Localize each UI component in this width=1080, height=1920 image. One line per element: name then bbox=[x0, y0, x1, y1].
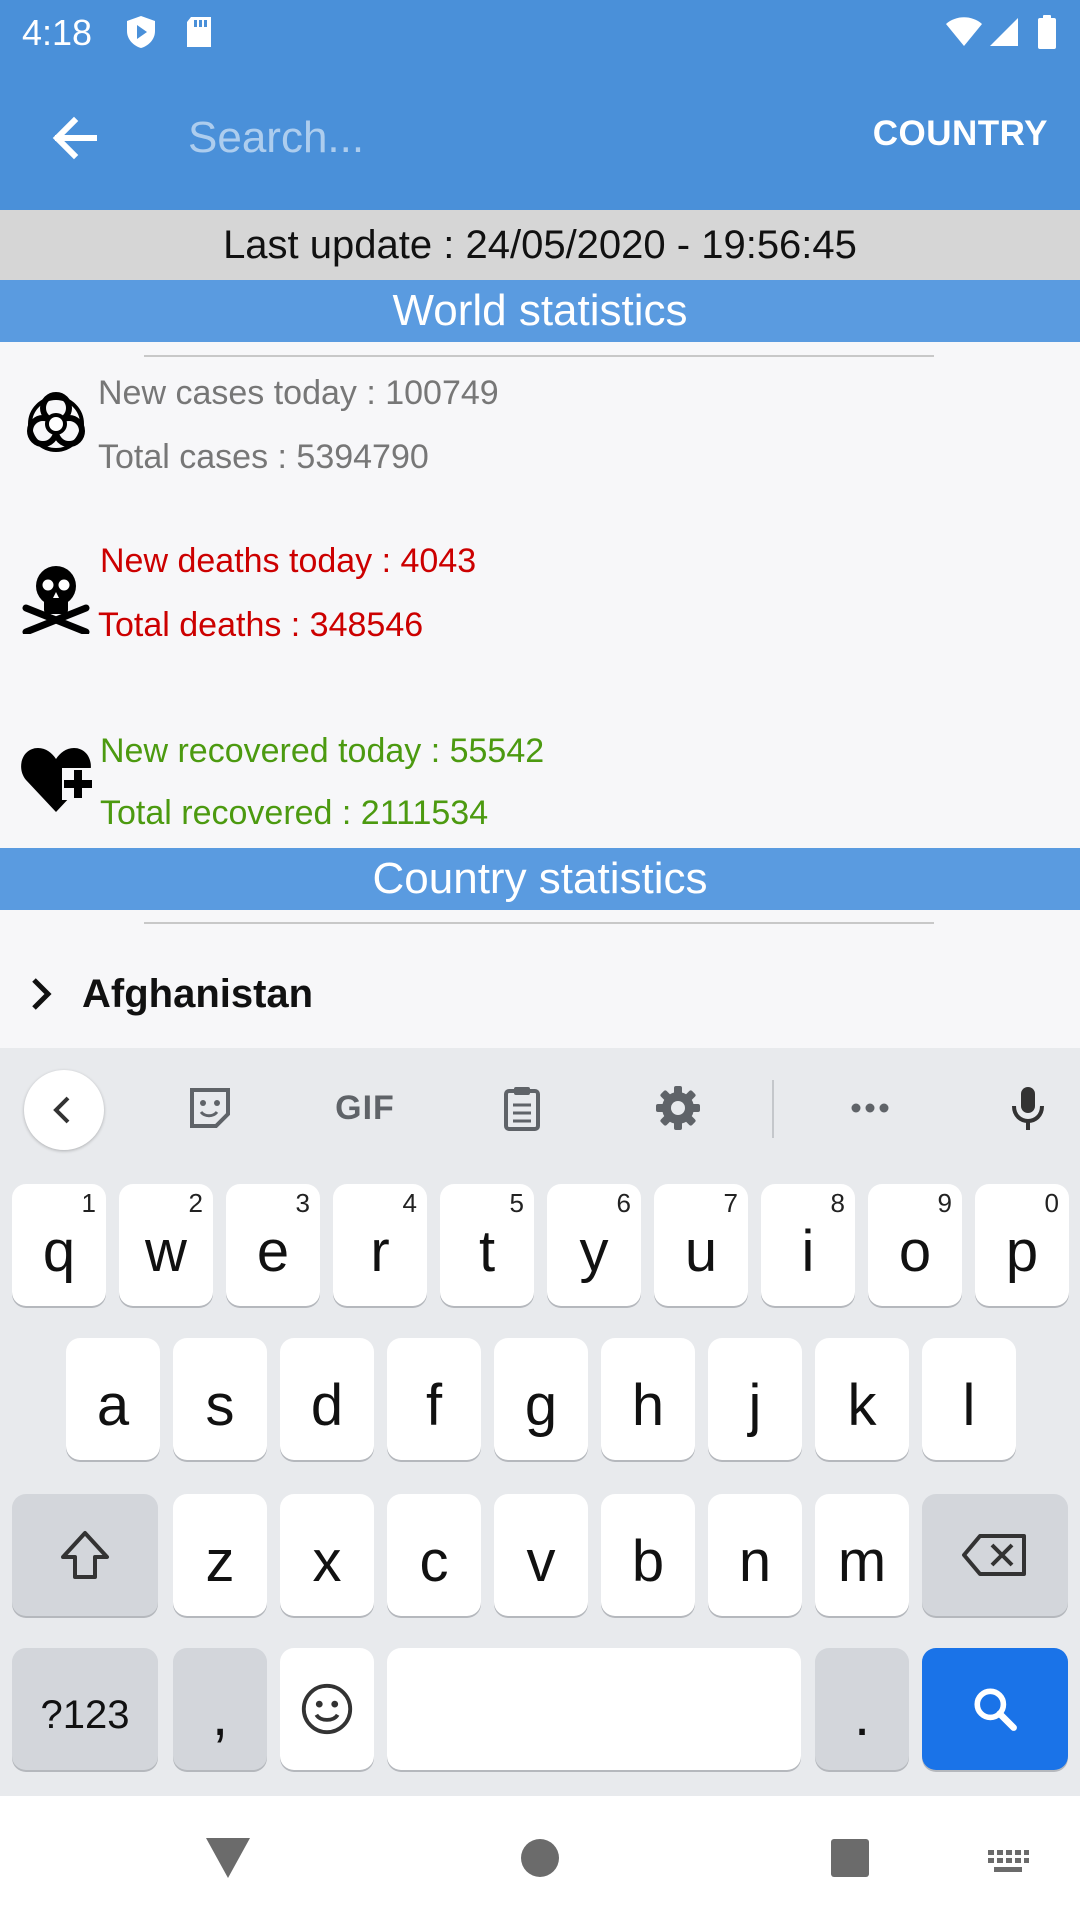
chevron-right-icon bbox=[32, 978, 52, 1010]
heart-plus-icon bbox=[21, 748, 94, 812]
nav-recents-icon[interactable] bbox=[830, 1838, 870, 1878]
key-j[interactable]: j bbox=[708, 1338, 802, 1460]
status-bar: 4:18 bbox=[0, 0, 1080, 66]
country-name: Afghanistan bbox=[82, 972, 314, 1016]
last-update-label: Last update : 24/05/2020 - 19:56:45 bbox=[0, 210, 1080, 280]
shift-key[interactable] bbox=[12, 1494, 158, 1616]
more-dots-icon bbox=[851, 1103, 889, 1113]
total-cases: Total cases : 5394790 bbox=[98, 438, 429, 476]
gear-icon bbox=[656, 1086, 700, 1130]
microphone-icon bbox=[1012, 1087, 1044, 1130]
key-z[interactable]: z bbox=[173, 1494, 267, 1616]
key-b[interactable]: b bbox=[601, 1494, 695, 1616]
keyboard-toolbar: GIF bbox=[0, 1048, 1080, 1164]
key-k[interactable]: k bbox=[815, 1338, 909, 1460]
key-g[interactable]: g bbox=[494, 1338, 588, 1460]
back-arrow-icon[interactable] bbox=[44, 106, 108, 170]
chevron-left-icon bbox=[53, 1096, 70, 1124]
new-deaths-today: New deaths today : 4043 bbox=[100, 542, 477, 580]
world-divider bbox=[144, 355, 934, 357]
comma-key[interactable]: , bbox=[173, 1648, 267, 1770]
more-button[interactable] bbox=[840, 1078, 900, 1138]
clipboard-button[interactable] bbox=[492, 1078, 552, 1138]
key-f[interactable]: f bbox=[387, 1338, 481, 1460]
key-x[interactable]: x bbox=[280, 1494, 374, 1616]
toolbar-separator bbox=[772, 1080, 774, 1138]
key-l[interactable]: l bbox=[922, 1338, 1016, 1460]
country-divider bbox=[144, 922, 934, 924]
country-button[interactable]: COUNTRY bbox=[872, 114, 1048, 153]
shift-arrow-icon bbox=[61, 1531, 109, 1579]
emoji-smiley-icon bbox=[301, 1683, 353, 1735]
gif-label: GIF bbox=[335, 1088, 395, 1127]
world-statistics-header: World statistics bbox=[0, 280, 1080, 342]
key-s[interactable]: s bbox=[173, 1338, 267, 1460]
skull-crossbones-icon bbox=[22, 566, 90, 634]
new-cases-today: New cases today : 100749 bbox=[98, 374, 499, 412]
app-bar: COUNTRY bbox=[0, 66, 1080, 210]
key-h[interactable]: h bbox=[601, 1338, 695, 1460]
settings-button[interactable] bbox=[648, 1078, 708, 1138]
sticker-button[interactable] bbox=[180, 1078, 240, 1138]
signal-icon bbox=[990, 18, 1018, 46]
search-action-key[interactable] bbox=[922, 1648, 1068, 1770]
key-a[interactable]: a bbox=[66, 1338, 160, 1460]
clipboard-icon bbox=[504, 1087, 540, 1131]
country-row-afghanistan[interactable]: Afghanistan bbox=[0, 952, 1080, 1052]
space-key[interactable] bbox=[387, 1648, 801, 1770]
key-c[interactable]: c bbox=[387, 1494, 481, 1616]
search-icon bbox=[974, 1688, 1017, 1731]
battery-icon bbox=[1038, 15, 1056, 49]
gif-button[interactable]: GIF bbox=[330, 1078, 400, 1138]
total-recovered: Total recovered : 2111534 bbox=[100, 794, 489, 832]
key-m[interactable]: m bbox=[815, 1494, 909, 1616]
emoji-key[interactable] bbox=[280, 1648, 374, 1770]
voice-input-button[interactable] bbox=[998, 1078, 1058, 1138]
total-deaths: Total deaths : 348546 bbox=[98, 606, 424, 644]
period-key[interactable]: . bbox=[815, 1648, 909, 1770]
biohazard-icon bbox=[27, 392, 85, 452]
backspace-icon bbox=[962, 1534, 1026, 1576]
search-input[interactable] bbox=[188, 102, 808, 174]
country-statistics-header: Country statistics bbox=[0, 848, 1080, 910]
new-recovered-today: New recovered today : 55542 bbox=[100, 732, 545, 770]
keyboard-switch-icon[interactable] bbox=[986, 1848, 1030, 1878]
backspace-key[interactable] bbox=[922, 1494, 1068, 1616]
shield-play-icon bbox=[127, 16, 155, 48]
nav-back-icon[interactable] bbox=[204, 1836, 252, 1880]
navigation-bar bbox=[0, 1796, 1080, 1920]
soft-keyboard: GIF bbox=[0, 1048, 1080, 1796]
collapse-toolbar-button[interactable] bbox=[24, 1070, 104, 1150]
nav-home-icon[interactable] bbox=[520, 1838, 560, 1878]
sticker-icon bbox=[190, 1088, 230, 1128]
sd-card-icon bbox=[187, 17, 211, 47]
status-time: 4:18 bbox=[22, 12, 93, 53]
symbols-key[interactable]: ?123 bbox=[12, 1648, 158, 1770]
key-n[interactable]: n bbox=[708, 1494, 802, 1616]
key-d[interactable]: d bbox=[280, 1338, 374, 1460]
key-v[interactable]: v bbox=[494, 1494, 588, 1616]
wifi-icon bbox=[946, 17, 982, 46]
